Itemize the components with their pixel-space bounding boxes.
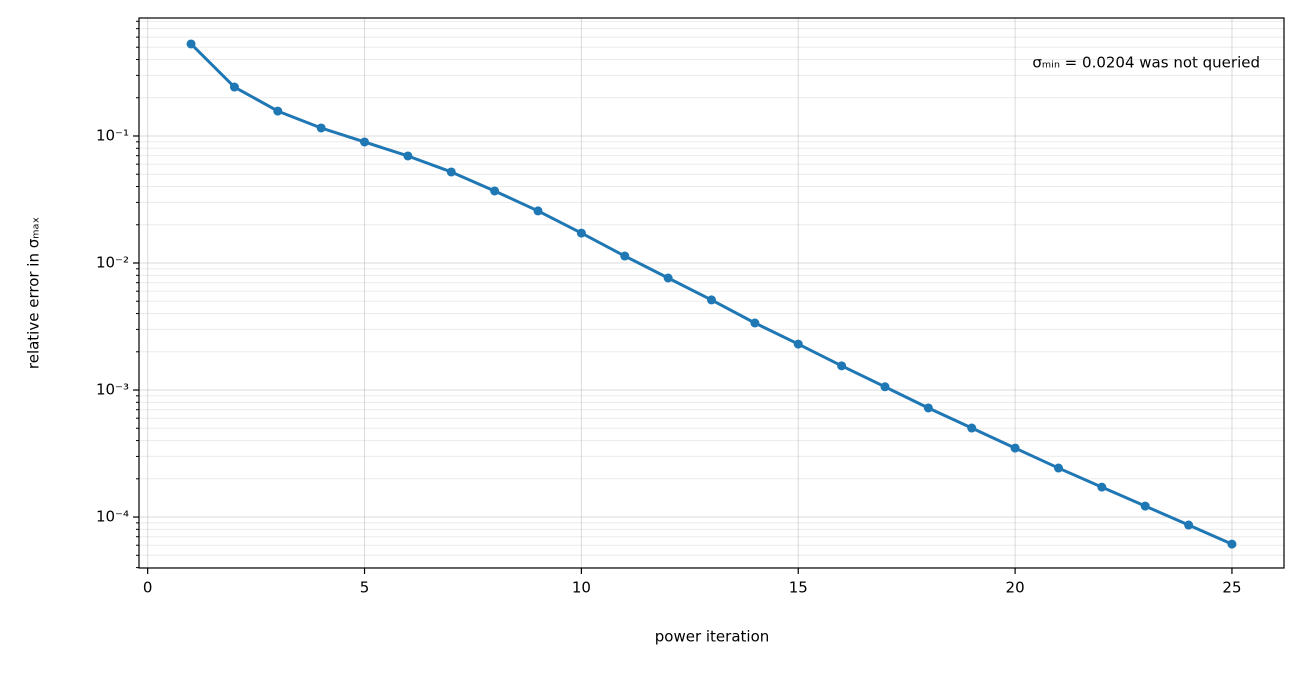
marker	[707, 295, 716, 305]
marker	[576, 228, 586, 238]
marker	[1010, 443, 1020, 453]
annotation: σₘᵢₙ = 0.0204 was not queried	[1032, 54, 1260, 72]
marker	[620, 251, 630, 261]
y-tick-label: 10⁻¹	[96, 126, 129, 144]
y-tick-label: 10⁻³	[96, 381, 129, 399]
marker	[793, 339, 803, 349]
x-tick-label: 10	[572, 579, 591, 597]
marker	[360, 137, 370, 147]
x-tick-label: 15	[789, 579, 808, 597]
x-tick-label: 20	[1006, 579, 1025, 597]
marker	[229, 82, 239, 92]
y-axis-label: relative error in σₘₐₓ	[25, 217, 43, 369]
marker	[1184, 520, 1194, 530]
x-tick-label: 25	[1222, 579, 1241, 597]
series-line	[189, 42, 1233, 546]
marker	[273, 106, 283, 116]
marker	[837, 361, 847, 371]
marker	[533, 206, 543, 216]
marker	[1227, 539, 1237, 549]
marker	[1140, 501, 1150, 511]
marker	[490, 186, 500, 196]
marker	[967, 423, 977, 433]
plot-frame	[138, 17, 1285, 569]
x-tick-label: 5	[360, 579, 370, 597]
x-tick-label: 0	[143, 579, 153, 597]
marker	[880, 382, 890, 392]
marker	[750, 318, 760, 328]
marker	[403, 151, 413, 161]
marker	[663, 273, 673, 283]
x-axis-label: power iteration	[655, 628, 770, 646]
marker	[1097, 482, 1107, 492]
marker	[316, 123, 326, 133]
marker	[446, 167, 456, 177]
marker	[186, 39, 196, 49]
y-tick-label: 10⁻²	[96, 254, 129, 272]
marker	[923, 403, 933, 413]
y-tick-label: 10⁻⁴	[96, 508, 129, 526]
marker	[1053, 463, 1063, 473]
